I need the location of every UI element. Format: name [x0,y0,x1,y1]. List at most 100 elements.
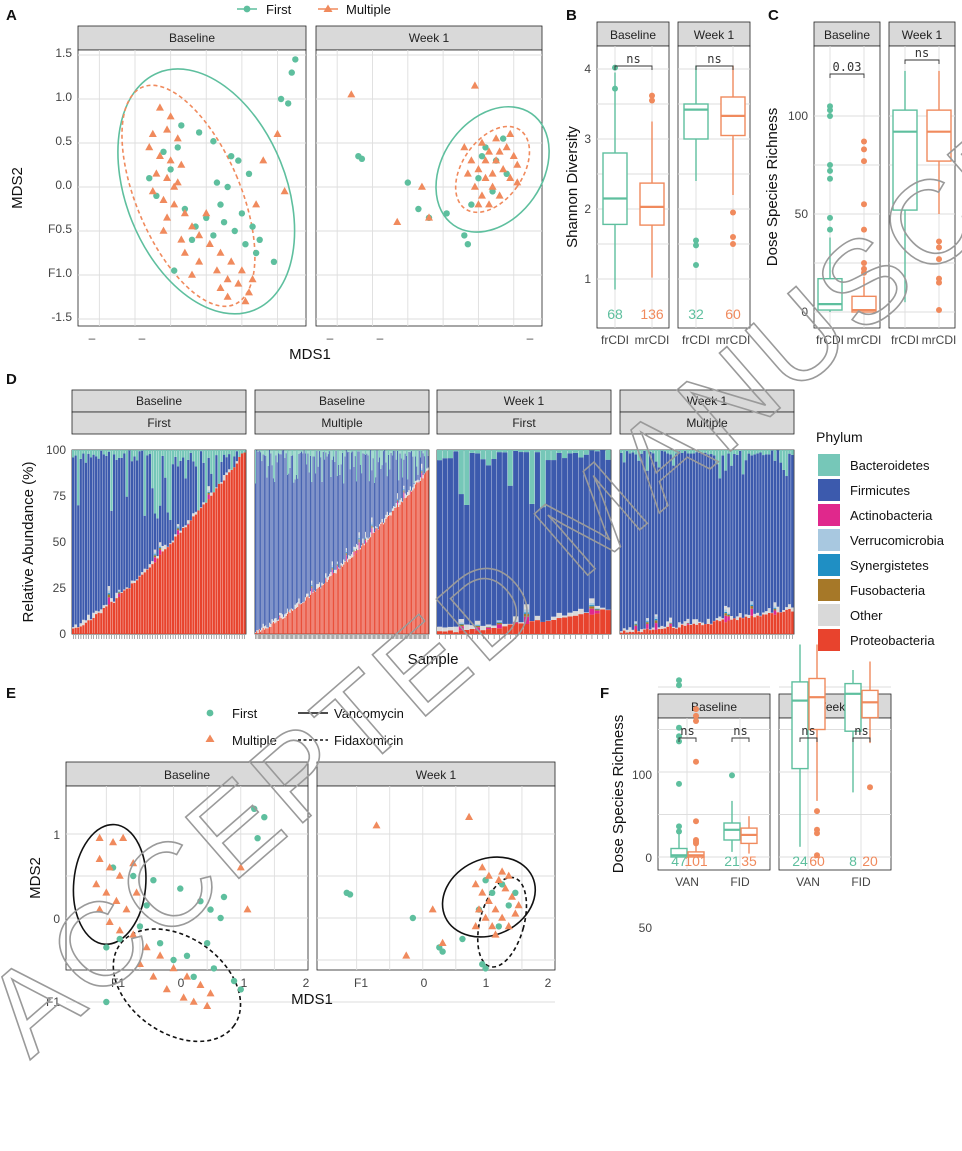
box-b-1-count: 136 [640,306,664,322]
point-a-multiple [506,173,515,181]
bar-d-1-proteobacteria [389,515,391,634]
bar-d-3-proteobacteria [663,628,667,634]
bar-d-1-bacteroidetes [362,450,364,454]
point-a-multiple [488,182,497,190]
bar-d-3-proteobacteria [669,625,672,634]
strip-c-week1 [888,21,956,47]
bar-d-1-other [340,563,342,566]
bar-d-0-firmicutes [222,454,226,476]
bar-d-1-proteobacteria [285,615,287,634]
bar-d-2-other [469,625,475,630]
bar-d-3-bacteroidetes [782,450,785,470]
bar-d-1-fusobacteria [345,553,347,556]
bar-d-1-proteobacteria [306,597,308,634]
a-ytick-0: 1.5 [55,46,72,60]
bar-d-1-firmicutes [260,452,262,630]
bar-d-0-bacteroidetes [92,450,95,455]
bar-d-3-bacteroidetes [692,450,696,454]
bar-d-1-proteobacteria [408,494,410,634]
bar-d-1-firmicutes [427,455,429,468]
bar-d-1-other [411,490,413,492]
bar-d-0-bacteroidetes [102,450,105,455]
bar-d-3-bacteroidetes [666,450,669,454]
bar-d-1-firmicutes [286,474,288,609]
bar-d-1-proteobacteria [265,628,267,634]
bar-d-2-proteobacteria [437,631,443,634]
point-a-first [503,170,510,177]
bar-d-2-firmicutes [437,460,443,627]
bar-d-1-proteobacteria [343,564,345,634]
bar-d-2-bacteroidetes [442,450,448,459]
point-e-multiple [504,871,513,879]
bar-d-1-other [375,526,377,528]
bar-d-3-firmicutes [730,465,733,617]
bar-d-0-bacteroidetes [233,450,236,457]
bar-d-1-other [367,538,369,540]
bar-d-1-proteobacteria [366,542,368,634]
bar-d-1-firmicutes [302,453,304,603]
bar-d-3-actinobacteria [634,625,638,630]
bar-d-1-verrucomicrobia [325,576,327,578]
point-a-multiple [513,160,522,168]
bar-d-3-other [692,619,696,624]
bar-d-1-firmicutes [330,476,332,573]
bar-d-1-bacteroidetes [398,450,400,481]
bar-d-2-other [578,608,584,615]
bar-d-1-proteobacteria [356,553,358,634]
bar-d-3-other [744,614,748,617]
box-c-2-box [892,109,918,211]
bar-d-2-firmicutes [529,503,535,621]
bar-d-2-bacteroidetes [594,450,600,452]
bar-d-1-fusobacteria [409,490,411,492]
bar-d-2-proteobacteria [518,623,524,634]
point-e-first [203,940,211,947]
bar-d-0-bacteroidetes [143,450,146,516]
bar-d-1-proteobacteria [302,602,304,634]
bar-d-3-firmicutes [709,454,713,624]
bar-d-1-firmicutes [295,474,297,604]
bar-d-1-other [348,555,350,560]
strip-b-week1 [677,21,751,47]
bar-d-1-proteobacteria [276,620,278,634]
box-c-1-box [851,295,877,313]
bar-d-3-fusobacteria [686,623,690,624]
strip-c-week1-label: Week 1 [902,28,943,42]
bar-d-2-actinobacteria [524,616,530,624]
bar-d-0-bacteroidetes [202,450,205,463]
point-a-multiple [492,156,501,164]
box-b-2-outlier [693,242,699,249]
bar-d-1-firmicutes [304,453,306,598]
b-yaxis-title: Shannon Diversity [564,126,581,248]
bar-d-1-bacteroidetes [373,450,375,483]
bar-d-1-fusobacteria [421,471,423,474]
bar-d-1-other [352,551,354,558]
bar-d-3-firmicutes [750,455,754,602]
bar-d-1-firmicutes [394,450,396,507]
bar-d-1-verrucomicrobia [358,535,360,538]
bar-d-1-other [358,532,360,536]
bar-d-0-synergistetes [153,554,157,556]
bar-d-1-proteobacteria [393,510,395,634]
bar-d-0-firmicutes [215,455,218,488]
bar-d-1-proteobacteria [422,478,424,634]
bar-d-3-proteobacteria [695,624,698,634]
point-e-first [220,893,228,901]
bar-d-1-firmicutes [366,453,368,538]
bar-d-1-bacteroidetes [336,450,338,477]
bar-d-1-firmicutes [376,450,378,528]
bar-d-0-firmicutes [199,451,203,508]
point-e-multiple [498,867,507,875]
bar-d-2-other [480,625,486,631]
bar-d-0-other [72,627,75,629]
bar-d-0-other [202,502,205,505]
point-a-multiple [212,266,221,274]
point-a-multiple [481,173,490,181]
b-ytick-3: 1 [584,272,591,286]
bar-d-2-proteobacteria [540,621,546,634]
bar-d-0-proteobacteria [199,508,203,634]
bar-d-0-proteobacteria [182,527,185,634]
point-a-multiple [234,279,243,287]
bar-d-3-firmicutes [785,476,788,608]
point-a-multiple [245,288,253,296]
bar-d-2-proteobacteria [529,621,535,634]
